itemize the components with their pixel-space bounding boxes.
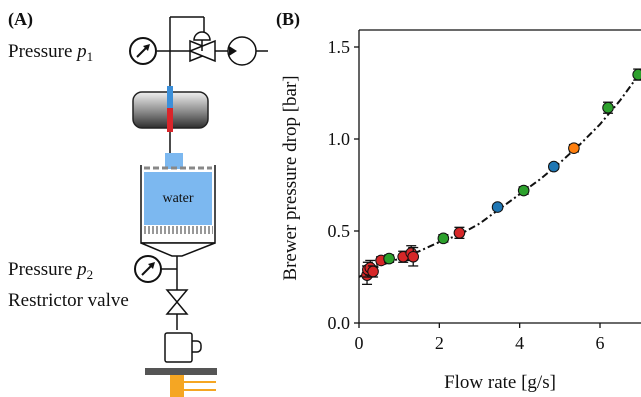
data-point	[437, 232, 450, 245]
water-label: water	[162, 191, 193, 206]
boiler-icon	[132, 86, 209, 145]
pressure-1-label: Pressure p1	[8, 41, 93, 64]
data-marker	[632, 68, 641, 81]
y-tick-label: 1.5	[328, 37, 351, 57]
pressure-gauge-1-icon	[129, 37, 170, 65]
pump-icon	[227, 36, 257, 66]
chart-plot-area	[359, 68, 641, 286]
data-point	[632, 68, 641, 81]
data-point	[367, 265, 379, 278]
data-point	[491, 201, 504, 213]
x-tick-label: 6	[596, 333, 605, 353]
data-marker	[548, 160, 560, 173]
data-point	[453, 226, 466, 240]
pressure-2-label: Pressure p2	[8, 259, 93, 282]
pressure-gauge-2-icon	[134, 255, 177, 283]
data-point	[407, 246, 420, 267]
panel-b: (B) Brewer pressure drop [bar] Flow rate…	[276, 9, 641, 393]
restrictor-valve-label: Restrictor valve	[8, 290, 129, 311]
data-marker	[453, 227, 466, 239]
data-marker	[367, 265, 379, 278]
data-marker	[517, 184, 530, 197]
restrictor-valve-icon	[165, 289, 189, 330]
data-marker	[437, 232, 450, 245]
fit-curve	[359, 69, 641, 278]
x-tick-label: 0	[355, 333, 364, 353]
data-point	[517, 184, 530, 197]
panel-b-label: (B)	[276, 9, 300, 30]
temperature-probe-icon	[167, 86, 173, 108]
x-tick-label: 4	[515, 333, 524, 353]
x-axis-label: Flow rate [g/s]	[444, 372, 556, 393]
data-marker	[491, 201, 504, 213]
data-point	[568, 142, 580, 154]
data-marker	[602, 101, 614, 114]
chart-axes: 0.0 0.5 1.0 1.5 0 2 4 6	[328, 29, 641, 353]
cup-icon	[164, 332, 202, 363]
data-marker	[383, 252, 395, 265]
y-tick-label: 1.0	[328, 129, 351, 149]
x-tick-label: 2	[435, 333, 444, 353]
data-marker	[407, 250, 420, 263]
solenoid-valve-icon	[187, 31, 218, 63]
y-tick-label: 0.0	[328, 313, 351, 333]
data-point	[602, 101, 614, 114]
y-axis-label: Brewer pressure drop [bar]	[280, 75, 301, 280]
data-marker	[568, 142, 580, 154]
scale-icon	[145, 368, 217, 397]
panel-a: (A) Pressure p1	[8, 9, 268, 397]
data-point	[548, 160, 560, 173]
panel-a-label: (A)	[8, 9, 33, 30]
brew-chamber: water	[140, 165, 216, 290]
y-tick-label: 0.5	[328, 221, 351, 241]
data-point	[383, 252, 395, 265]
